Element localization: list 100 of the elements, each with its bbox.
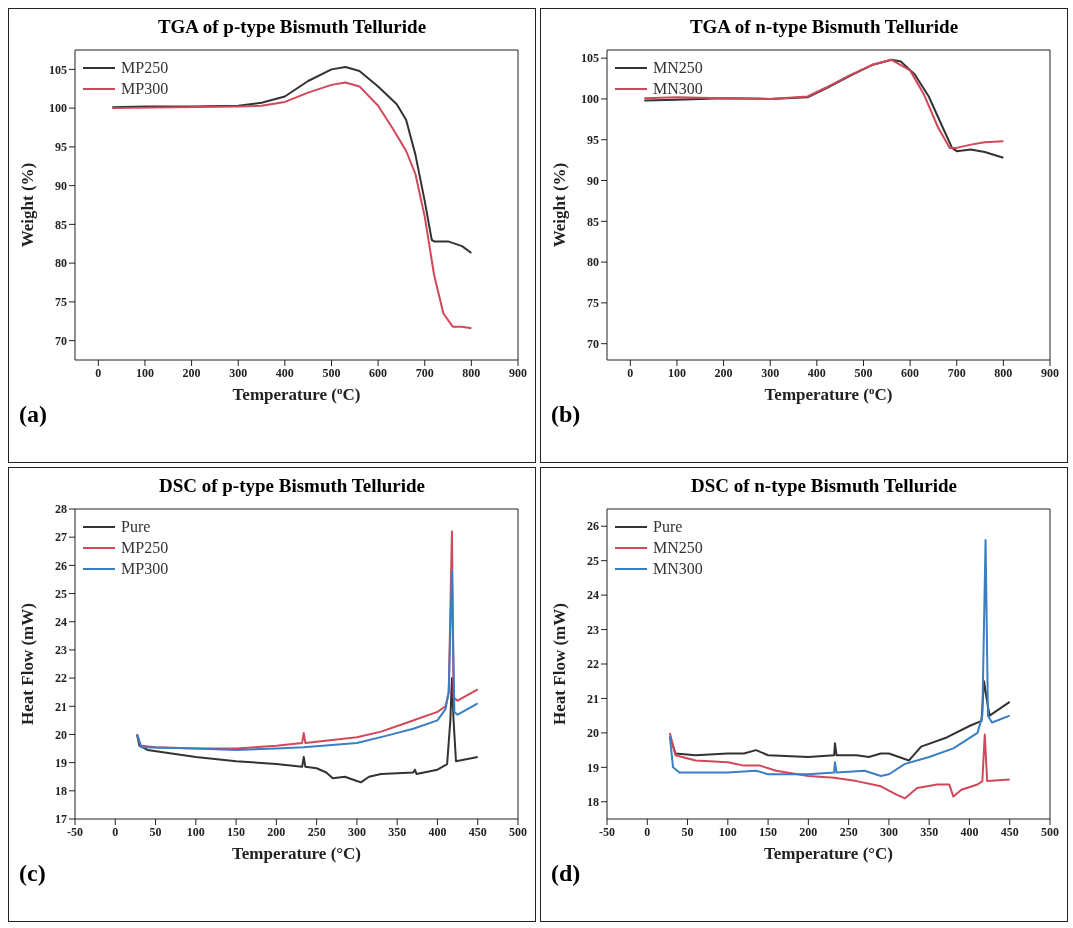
x-tick-label: 250	[839, 824, 858, 839]
chart-title: DSC of n-type Bismuth Telluride	[689, 474, 958, 498]
y-axis-title: Weight (%)	[550, 162, 569, 248]
legend-label: MP300	[121, 79, 169, 99]
y-tick-label: 18	[55, 784, 67, 799]
y-tick-label: 105	[49, 62, 67, 77]
x-axis-title: Temperature ($^{o}$C)	[764, 384, 893, 404]
y-tick-label: 22	[55, 671, 67, 686]
text: (d)	[551, 860, 581, 887]
x-tick-label: 100	[667, 365, 686, 380]
x-axis-title: Temperature (°C)	[231, 844, 362, 863]
legend-label: MP300	[121, 559, 169, 579]
chart-title: TGA of n-type Bismuth Telluride	[688, 15, 960, 39]
y-tick-label: 19	[55, 755, 67, 770]
y-tick-label: 90	[55, 178, 67, 193]
y-tick-label: 80	[55, 256, 67, 271]
x-tick-label: 300	[347, 824, 366, 839]
x-tick-label: -50	[599, 824, 615, 839]
y-tick-label: 27	[55, 530, 67, 545]
x-tick-label: 700	[947, 365, 966, 380]
x-tick-label: 0	[112, 824, 119, 839]
y-tick-label: 20	[587, 726, 599, 741]
x-tick-label: 0	[644, 824, 651, 839]
legend-label: MN300	[653, 559, 703, 579]
y-tick-label: 21	[587, 691, 599, 706]
y-tick-label: 25	[587, 553, 599, 568]
y-tick-label: 85	[55, 217, 67, 232]
y-tick-label: 26	[55, 558, 67, 573]
legend-label: MN250	[653, 538, 703, 558]
y-tick-label: 22	[587, 657, 599, 672]
x-tick-label: 300	[879, 824, 898, 839]
x-tick-label: 200	[182, 365, 201, 380]
text: (a)	[19, 401, 47, 428]
x-tick-label: 100	[718, 824, 737, 839]
x-tick-label: 800	[994, 365, 1013, 380]
y-tick-label: 75	[55, 295, 67, 310]
text: (b)	[551, 401, 581, 428]
y-tick-label: 70	[55, 333, 67, 348]
x-tick-label: 600	[901, 365, 920, 380]
line-series	[668, 731, 1011, 800]
x-tick-label: 500	[1041, 824, 1059, 839]
x-tick-label: 50	[681, 824, 694, 839]
x-tick-label: 900	[509, 365, 527, 380]
y-tick-label: 90	[587, 173, 599, 188]
x-tick-label: 200	[267, 824, 286, 839]
y-tick-label: 75	[587, 296, 599, 311]
y-tick-label: 24	[55, 614, 67, 629]
y-tick-label: 25	[55, 586, 67, 601]
y-tick-label: 70	[587, 336, 599, 351]
y-tick-label: 19	[587, 760, 599, 775]
x-tick-label: 200	[714, 365, 733, 380]
y-tick-label: 100	[49, 101, 67, 116]
x-tick-label: 600	[369, 365, 388, 380]
y-axis-title: Heat Flow (mW)	[18, 603, 37, 725]
x-tick-label: 200	[799, 824, 818, 839]
y-tick-label: 95	[587, 133, 599, 147]
x-tick-label: 400	[807, 365, 826, 380]
x-tick-label: 250	[307, 824, 326, 839]
chart-title: DSC of p-type Bismuth Telluride	[157, 474, 426, 498]
x-tick-label: 350	[388, 824, 407, 839]
x-tick-label: 900	[1041, 365, 1059, 380]
x-tick-label: 50	[149, 824, 162, 839]
y-axis-title: Heat Flow (mW)	[550, 603, 569, 725]
line-series	[136, 677, 479, 784]
x-tick-label: 500	[509, 824, 527, 839]
x-tick-label: 400	[428, 824, 447, 839]
line-series	[111, 81, 473, 330]
y-tick-label: 18	[587, 795, 599, 810]
y-tick-label: 28	[55, 502, 67, 517]
y-tick-label: 24	[587, 588, 599, 603]
chart-title: TGA of p-type Bismuth Telluride	[156, 15, 428, 39]
y-tick-label: 100	[581, 92, 599, 107]
x-axis-title: Temperature (°C)	[763, 844, 894, 863]
y-tick-label: 80	[587, 255, 599, 270]
x-tick-label: 450	[1000, 824, 1019, 839]
x-tick-label: 500	[322, 365, 341, 380]
legend-label: Pure	[121, 517, 151, 537]
x-tick-label: 0	[95, 365, 102, 380]
text: (c)	[19, 860, 46, 887]
y-tick-label: 23	[587, 622, 599, 637]
x-tick-label: 100	[135, 365, 154, 380]
y-tick-label: 17	[55, 812, 67, 827]
y-tick-label: 95	[55, 140, 67, 155]
y-tick-label: 20	[55, 727, 67, 742]
x-tick-label: 400	[960, 824, 979, 839]
x-tick-label: 500	[854, 365, 873, 380]
y-tick-label: 105	[581, 51, 599, 66]
x-tick-label: 400	[275, 365, 294, 380]
x-tick-label: 150	[759, 824, 778, 839]
x-tick-label: -50	[67, 824, 83, 839]
x-axis-title: Temperature ($^{o}$C)	[232, 384, 361, 404]
y-tick-label: 26	[587, 519, 599, 534]
x-tick-label: 700	[415, 365, 434, 380]
y-tick-label: 85	[587, 214, 599, 229]
legend-label: MP250	[121, 58, 169, 78]
legend-label: MN300	[653, 79, 703, 99]
legend-label: MN250	[653, 58, 703, 78]
x-tick-label: 450	[468, 824, 487, 839]
y-tick-label: 21	[55, 699, 67, 714]
legend-label: MP250	[121, 538, 169, 558]
